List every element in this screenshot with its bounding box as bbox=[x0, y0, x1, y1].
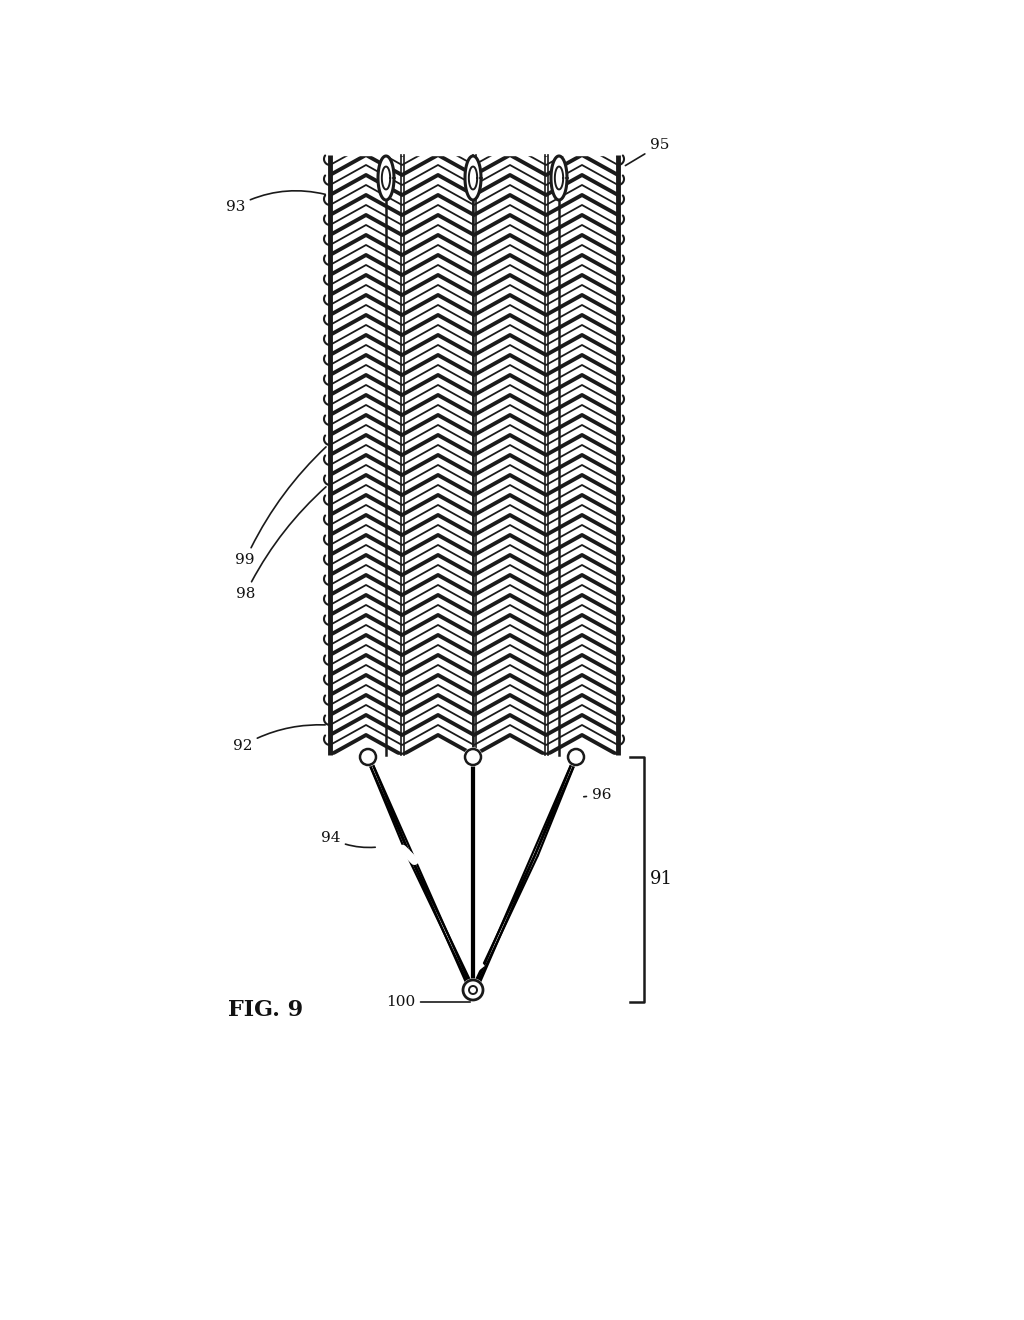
Text: FIG. 9: FIG. 9 bbox=[228, 999, 303, 1020]
Circle shape bbox=[464, 748, 482, 766]
Text: Jun. 14, 2012  Sheet 6 of 7: Jun. 14, 2012 Sheet 6 of 7 bbox=[396, 44, 584, 57]
Polygon shape bbox=[551, 156, 567, 201]
Circle shape bbox=[359, 748, 377, 766]
Polygon shape bbox=[378, 156, 394, 201]
Text: 96: 96 bbox=[584, 788, 611, 803]
Text: 100: 100 bbox=[386, 995, 470, 1008]
Text: 99: 99 bbox=[236, 447, 326, 568]
Text: 92: 92 bbox=[232, 725, 326, 752]
Text: 98: 98 bbox=[236, 487, 326, 601]
Text: US 2012/0150147 A1: US 2012/0150147 A1 bbox=[806, 44, 954, 57]
Text: 91: 91 bbox=[650, 870, 673, 888]
Polygon shape bbox=[465, 156, 481, 201]
Text: 94: 94 bbox=[321, 832, 375, 847]
Circle shape bbox=[567, 748, 585, 766]
Text: 95: 95 bbox=[626, 139, 670, 165]
Circle shape bbox=[462, 979, 484, 1001]
Text: Patent Application Publication: Patent Application Publication bbox=[75, 44, 291, 57]
Text: 93: 93 bbox=[225, 191, 326, 214]
